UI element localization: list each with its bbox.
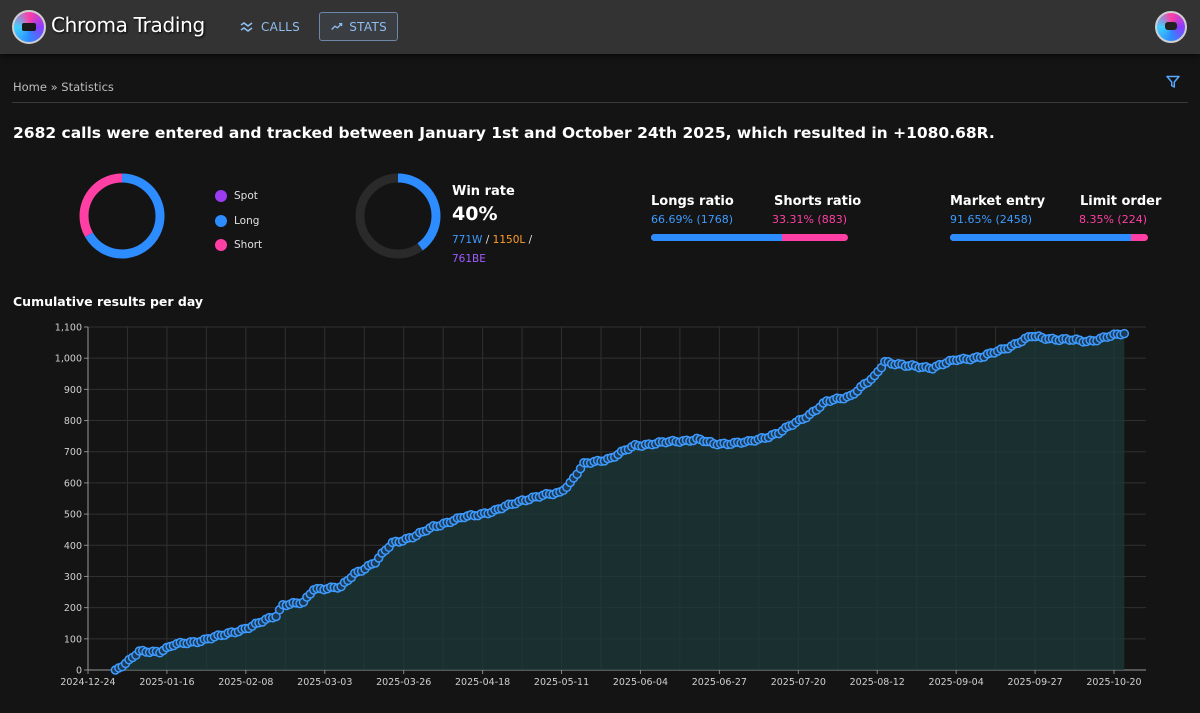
cumulative-results-chart: 0 100 200 300 400 500 600 700 800 900 1,000 1,100 20… (55, 323, 1146, 688)
nav-stats-button[interactable]: STATS (319, 12, 398, 41)
legend-dot-short (215, 239, 227, 252)
nav-stats-label: STATS (349, 19, 387, 34)
x-tick-label: 2025-10-20 (1086, 677, 1141, 688)
long-short-bar (651, 234, 848, 241)
chart-title: Cumulative results per day (13, 294, 204, 309)
x-tick-label: 2025-09-04 (929, 677, 984, 688)
y-tick-label: 0 (76, 666, 82, 677)
y-tick-label: 500 (64, 510, 82, 521)
legend-dot-long (215, 214, 227, 227)
limit-order-value: 8.35% (224) (1078, 213, 1147, 226)
longs-ratio-value: 66.69% (1768) (651, 213, 734, 226)
brand-name[interactable]: Chroma Trading (51, 13, 205, 37)
winrate-breakdown-line-2: 761BE (452, 253, 486, 265)
winrate-losses: 1150L (492, 234, 526, 246)
y-tick-label: 900 (64, 385, 82, 396)
legend-item-long[interactable]: Long (215, 209, 262, 234)
donut-segment-short (79, 173, 165, 259)
x-tick-label: 2024-12-24 (60, 677, 115, 688)
shorts-ratio-value: 33.31% (883) (771, 213, 847, 226)
y-tick-label: 1,100 (55, 323, 82, 334)
nav-calls-label: CALLS (261, 19, 301, 34)
filter-icon[interactable] (1166, 75, 1180, 89)
winrate-donut-chart (355, 173, 441, 259)
cumulative-area (115, 333, 1125, 670)
winrate-separator-2: / (528, 234, 533, 246)
x-tick-label: 2025-03-26 (376, 677, 431, 688)
x-tick-label: 2025-06-04 (613, 677, 668, 688)
winrate-value: 40% (452, 203, 498, 225)
breadcrumb: Home » Statistics (13, 80, 114, 94)
legend-item-short[interactable]: Short (215, 233, 262, 258)
y-tick-label: 200 (64, 603, 82, 614)
winrate-arc (355, 173, 441, 259)
winrate-title: Win rate (452, 184, 515, 199)
direction-legend: Spot Long Short (215, 184, 262, 258)
x-tick-label: 2025-06-27 (692, 677, 747, 688)
legend-label-short: Short (234, 239, 263, 252)
breadcrumb-divider (12, 102, 1188, 103)
market-limit-bar (950, 234, 1148, 241)
winrate-separator-1: / (485, 234, 490, 246)
brand-logo-icon[interactable] (12, 10, 46, 44)
x-tick-label: 2025-09-27 (1007, 677, 1062, 688)
market-entry-title: Market entry (950, 194, 1046, 209)
summary-headline: 2682 calls were entered and tracked betw… (13, 124, 995, 142)
y-tick-label: 400 (64, 541, 82, 552)
legend-label-spot: Spot (234, 190, 258, 203)
x-tick-label: 2025-03-03 (297, 677, 352, 688)
x-tick-label: 2025-07-20 (771, 677, 826, 688)
top-bar: Chroma Trading CALLS STATS (0, 0, 1200, 54)
direction-donut-chart (79, 173, 165, 259)
legend-label-long: Long (234, 214, 260, 227)
calls-icon (240, 21, 253, 32)
stats-icon (331, 22, 343, 30)
user-avatar-icon[interactable] (1155, 11, 1187, 43)
y-tick-label: 100 (64, 634, 82, 645)
legend-dot-spot (215, 190, 227, 203)
x-tick-label: 2025-05-11 (534, 677, 589, 688)
y-tick-label: 300 (64, 572, 82, 583)
data-point (1119, 328, 1130, 339)
y-tick-label: 700 (64, 447, 82, 458)
shorts-ratio-title: Shorts ratio (774, 194, 862, 209)
x-tick-label: 2025-08-12 (850, 677, 905, 688)
winrate-breakdown-line-1: 771W / 1150L / (452, 234, 532, 246)
donut-segment-long (79, 173, 165, 259)
winrate-breakeven: 761BE (452, 253, 486, 265)
long-short-bar-fill (651, 234, 783, 241)
market-entry-value: 91.65% (2458) (950, 213, 1033, 226)
market-limit-bar-fill (950, 234, 1132, 241)
y-tick-label: 1,000 (55, 354, 82, 365)
limit-order-title: Limit order (1080, 194, 1162, 209)
x-tick-label: 2025-04-18 (455, 677, 510, 688)
winrate-wins: 771W (452, 234, 483, 246)
y-tick-label: 800 (64, 416, 82, 427)
nav-calls-button[interactable]: CALLS (229, 12, 310, 41)
y-tick-label: 600 (64, 478, 82, 489)
longs-ratio-title: Longs ratio (651, 194, 734, 209)
x-tick-label: 2025-01-16 (139, 677, 194, 688)
legend-item-spot[interactable]: Spot (215, 184, 262, 209)
x-tick-label: 2025-02-08 (218, 677, 273, 688)
